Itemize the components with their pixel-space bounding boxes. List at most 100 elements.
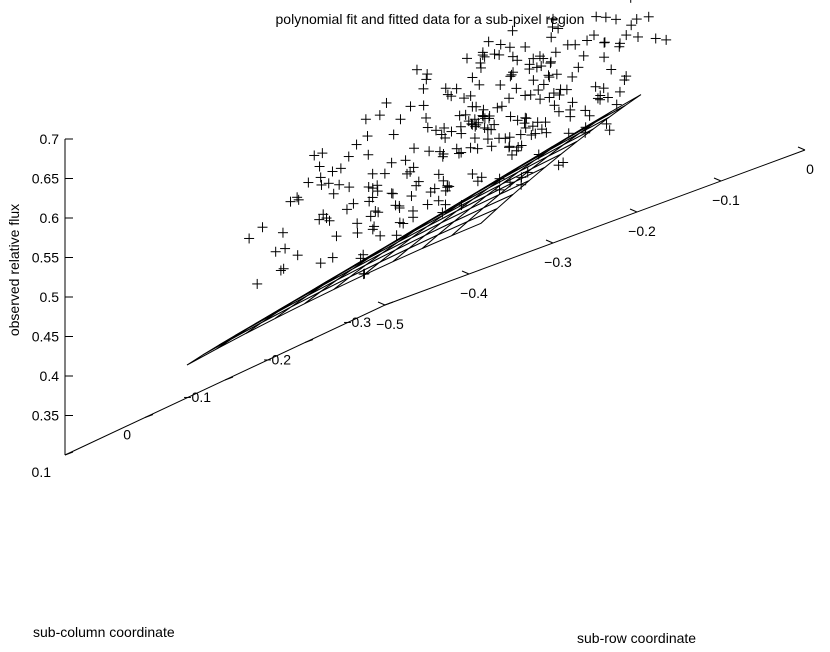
data-point	[359, 268, 370, 279]
data-point	[504, 93, 515, 104]
data-point	[317, 148, 328, 159]
data-point	[293, 194, 304, 205]
data-point	[504, 42, 515, 53]
data-point	[314, 214, 325, 225]
data-point	[520, 112, 531, 123]
data-point	[562, 39, 573, 50]
data-point	[521, 113, 532, 124]
data-point	[360, 114, 371, 125]
data-point	[369, 221, 380, 232]
data-point	[331, 231, 342, 242]
data-point	[494, 173, 505, 184]
chart-title: polynomial fit and fitted data for a sub…	[276, 11, 585, 27]
data-point	[431, 125, 441, 136]
data-point	[408, 205, 418, 216]
x-tick-label: 0	[123, 427, 131, 443]
data-point	[400, 155, 411, 166]
z-tick-label: 0.45	[32, 329, 59, 345]
x-tick-label: −0.3	[343, 314, 371, 330]
data-point	[375, 230, 386, 241]
y-axis-line	[384, 149, 806, 306]
x-axis-title: sub-column coordinate	[33, 624, 175, 640]
data-point	[512, 115, 523, 126]
z-tick-label: 0.4	[40, 368, 60, 384]
data-point	[391, 230, 402, 241]
y-tick	[713, 177, 722, 182]
z-tick-label: 0.5	[40, 289, 60, 305]
data-point	[344, 182, 355, 193]
data-point	[335, 163, 346, 174]
data-point	[406, 191, 417, 202]
data-point	[462, 53, 472, 64]
data-point	[381, 97, 392, 108]
data-point	[599, 37, 610, 48]
data-point	[455, 121, 466, 132]
data-point	[474, 79, 485, 90]
data-point	[549, 100, 560, 111]
data-point	[538, 79, 549, 90]
data-point	[475, 62, 486, 73]
data-point	[433, 169, 444, 180]
data-point	[355, 253, 366, 264]
y-tick-label: −0.5	[376, 316, 404, 332]
data-point	[540, 117, 551, 128]
y-axis-title: sub-row coordinate	[577, 630, 696, 646]
data-point	[440, 132, 451, 143]
data-point	[315, 258, 326, 269]
data-point	[589, 30, 599, 41]
data-point	[315, 172, 326, 183]
x-tick	[64, 451, 74, 456]
data-point	[520, 41, 531, 52]
data-point	[558, 157, 569, 168]
data-point	[516, 172, 527, 183]
z-tick-label: 0.6	[40, 210, 60, 226]
data-point	[316, 179, 327, 190]
data-point	[475, 57, 486, 68]
data-point	[563, 128, 574, 139]
data-point	[650, 33, 661, 44]
data-point	[548, 88, 559, 99]
data-point	[343, 151, 354, 162]
data-point	[533, 85, 544, 96]
data-point	[600, 12, 611, 23]
data-point	[367, 183, 378, 194]
data-point	[363, 149, 374, 160]
data-point	[413, 176, 424, 187]
data-point	[438, 148, 449, 159]
data-point	[327, 166, 338, 177]
data-point	[446, 126, 457, 137]
data-point	[285, 196, 296, 207]
data-point	[567, 97, 578, 108]
data-point	[580, 105, 591, 116]
data-point	[535, 94, 546, 105]
data-point	[520, 90, 531, 101]
data-point	[467, 72, 478, 83]
data-point	[363, 182, 374, 193]
data-point	[352, 218, 363, 229]
data-point	[395, 114, 406, 125]
data-point	[489, 119, 500, 130]
data-point	[582, 35, 593, 46]
data-point	[508, 67, 519, 78]
data-point	[630, 0, 632, 3]
data-points	[244, 0, 672, 289]
data-point	[467, 169, 478, 180]
mesh-cell	[451, 208, 498, 237]
x-tick	[304, 339, 314, 343]
data-point	[626, 20, 637, 31]
data-point	[280, 243, 291, 254]
data-point	[437, 151, 448, 162]
data-point	[534, 51, 545, 62]
data-point	[433, 195, 444, 206]
data-point	[421, 112, 432, 123]
data-point	[456, 200, 467, 211]
data-point	[504, 132, 515, 143]
data-point	[599, 37, 610, 48]
data-point	[438, 175, 449, 186]
data-point	[424, 146, 435, 157]
data-point	[643, 11, 654, 22]
data-point	[465, 90, 476, 101]
data-point	[519, 118, 530, 129]
data-point	[482, 124, 493, 135]
data-point	[526, 130, 537, 141]
